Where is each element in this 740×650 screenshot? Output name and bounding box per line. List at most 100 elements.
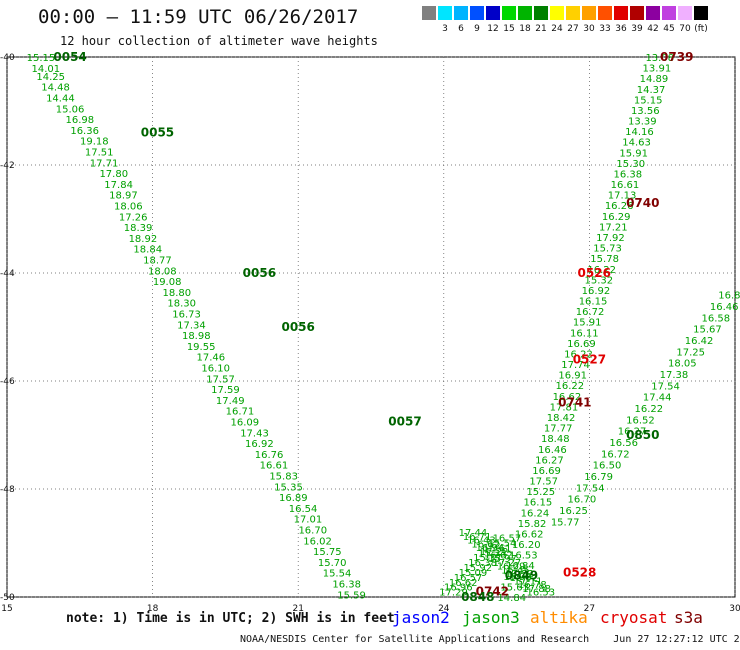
data-point-label: 16.71 [463,532,492,543]
data-point-label: 15.67 [693,325,722,336]
data-point-label: 16.91 [558,371,587,382]
data-point-label: 16.09 [230,418,259,429]
data-point-label: 16.62 [515,529,544,540]
data-point-label: 15.15 [634,95,663,106]
data-point-label: 17.01 [294,515,323,526]
data-point-label: 19.18 [80,137,109,148]
data-point-label: 15.33 [478,548,507,559]
data-point-label: 17.22 [480,547,509,558]
data-point-label: 18.97 [109,191,138,202]
data-point-label: 15.77 [551,517,580,528]
data-point-label: 16.27 [535,455,564,466]
legend-label: 24 [551,24,563,34]
data-point-label: 18.80 [163,288,192,299]
data-point-label: 15.97 [488,554,517,565]
time-label: 0056 [281,320,314,334]
data-point-label: 16.62 [553,392,582,403]
data-point-label: 17.84 [104,180,133,191]
legend-swatch [598,6,612,20]
legend-swatch [646,6,660,20]
legend-altika: altika [530,608,588,627]
data-point-label: 15.91 [573,318,602,329]
legend-label: 36 [615,24,627,34]
data-point-label: 17.43 [240,428,269,439]
legend-swatch [470,6,484,20]
data-point-label: 15.82 [518,519,547,530]
data-point-label: 18.48 [541,434,570,445]
data-point-label: 15.83 [269,472,298,483]
legend-swatch [438,6,452,20]
data-point-label: 16.22 [635,404,664,415]
data-point-label: 15.32 [585,275,614,286]
data-point-label: 16.15 [524,498,553,509]
data-point-label: 15.59 [337,590,366,601]
data-point-label: 17.59 [211,385,240,396]
data-point-label: 17.29 [439,588,468,599]
time-label: 0526 [578,266,611,280]
data-point-label: 16.92 [582,286,611,297]
legend-label: 30 [583,24,595,34]
time-label: 0741 [558,396,591,410]
time-label: 0740 [626,196,659,210]
time-label: 0057 [388,415,421,429]
time-label: 0054 [53,50,86,64]
legend-swatch [486,6,500,20]
data-point-label: 16.22 [555,381,584,392]
data-point-label: 15.92 [463,563,492,574]
data-point-label: 16.15 [579,297,608,308]
data-point-label: 16.20 [512,540,541,551]
data-point-label: 15.93 [503,572,532,583]
data-point-label: 18.84 [133,245,162,256]
legend-jason3: jason3 [462,608,520,627]
data-point-label: 16.81 [718,291,740,302]
data-point-label: 17.88 [522,584,551,595]
data-point-label: 16.27 [618,427,647,438]
footer-credit: NOAA/NESDIS Center for Satellite Applica… [240,634,740,645]
data-point-label: 18.42 [547,413,576,424]
legend-swatch [630,6,644,20]
time-label: 0742 [476,585,509,599]
y-tick-label: -44 [0,269,15,279]
data-point-label: 16.79 [584,472,613,483]
legend-label: 33 [599,24,611,34]
data-point-label: 14.84 [497,593,526,604]
data-point-label: 17.54 [651,381,680,392]
data-point-label: 17.44 [643,393,672,404]
data-point-label: 17.57 [529,477,558,488]
chart-title: 00:00 – 11:59 UTC 06/26/2017 [38,6,359,28]
legend-label: 27 [567,24,579,34]
data-point-label: 16.94 [476,543,505,554]
x-tick-label: 24 [438,604,450,614]
y-tick-label: -42 [0,161,15,171]
data-point-label: 16.10 [201,364,230,375]
data-point-label: 16.29 [602,212,631,223]
data-point-label: 16.92 [245,439,274,450]
data-point-label: 16.38 [468,558,497,569]
data-point-label: 18.05 [668,359,697,370]
data-point-label: 17.26 [119,212,148,223]
x-tick-label: 21 [292,604,303,614]
data-point-label: 15.91 [619,148,648,159]
y-tick-label: -50 [0,593,15,603]
data-point-label: 16.73 [172,310,201,321]
data-point-label: 14.25 [36,72,65,83]
data-point-label: 17.80 [99,169,128,180]
data-point-label: 16.62 [471,539,500,550]
legend-unit: (ft) [694,24,708,34]
data-point-label: 15.30 [616,159,645,170]
legend-label: 3 [442,24,448,34]
data-point-label: 16.38 [614,169,643,180]
data-point-label: 16.29 [497,562,526,573]
data-point-label: 18.98 [182,331,211,342]
data-point-label: 16.61 [260,461,289,472]
data-point-label: 17.27 [493,558,522,569]
data-point-label: 16.24 [521,508,550,519]
time-label: 0528 [563,566,596,580]
data-point-label: 17.92 [596,233,625,244]
data-point-label: 18.77 [143,256,172,267]
legend-swatch-gray [422,6,436,20]
data-point-label: 15.15 [27,53,56,64]
x-tick-label: 18 [147,604,159,614]
legend-label: 70 [679,24,691,34]
